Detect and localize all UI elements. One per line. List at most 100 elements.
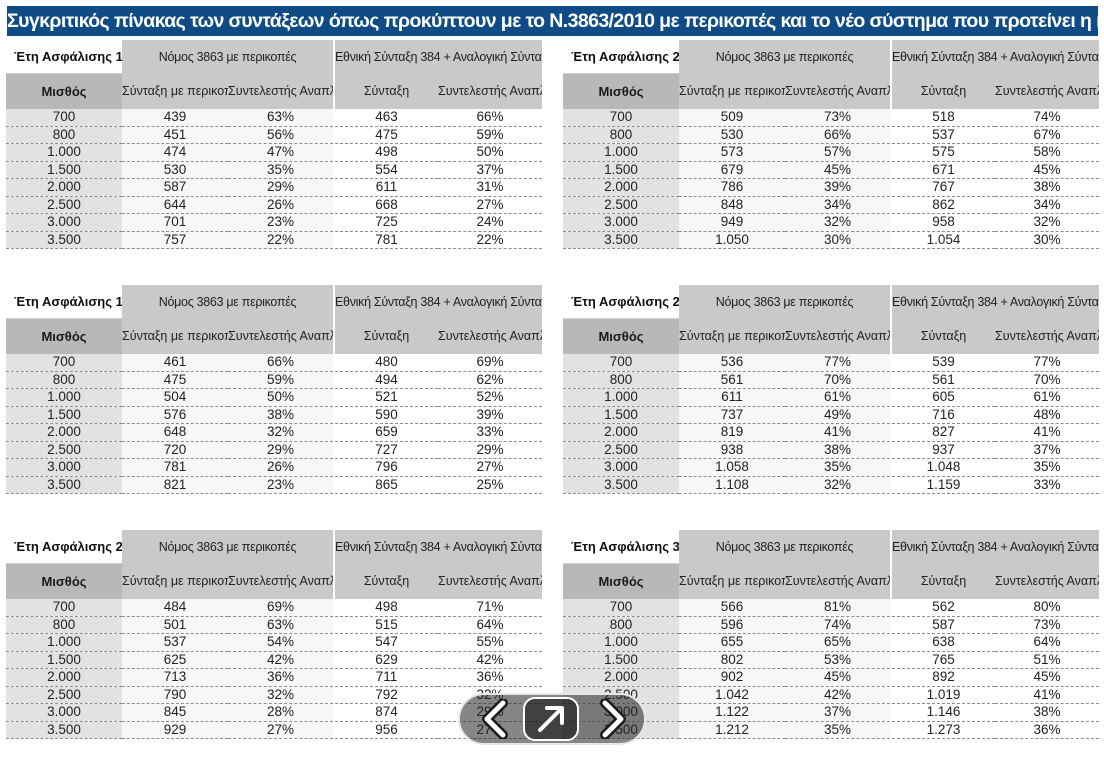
wage-cell: 3.500 xyxy=(6,721,122,739)
pension-cut-cell: 821 xyxy=(122,476,228,494)
pension-new-cell: 605 xyxy=(890,388,995,407)
pension-new-cell: 561 xyxy=(890,371,995,389)
rate-cut-cell: 73% xyxy=(785,109,891,127)
rate-cut-cell: 63% xyxy=(228,616,334,634)
wage-cell: 3.500 xyxy=(6,231,122,249)
pension-cut-cell: 655 xyxy=(679,633,785,652)
wage-cell: 800 xyxy=(563,616,679,634)
rate-cut-cell: 47% xyxy=(228,143,334,162)
pension-new-cell: 659 xyxy=(333,423,438,442)
rate-cut-cell: 45% xyxy=(785,668,891,687)
pension-new-cell: 1.054 xyxy=(890,231,995,249)
pension-cut-cell: 475 xyxy=(122,371,228,389)
pension-new-cell: 537 xyxy=(890,126,995,144)
previous-button[interactable] xyxy=(468,695,524,743)
pension-new-cell: 590 xyxy=(333,406,438,424)
rate-new-cell: 80% xyxy=(995,599,1099,617)
rate-cut-cell: 69% xyxy=(228,599,334,617)
wage-cell: 1.500 xyxy=(6,406,122,424)
rate-new-cell: 42% xyxy=(438,651,542,669)
wage-cell: 1.000 xyxy=(6,633,122,652)
table-row: 700 439 63% 463 66% xyxy=(6,109,542,127)
column-header-replacement-rate: Συντελεστής Αναπλήρωσης xyxy=(785,563,891,599)
column-header-pension: Σύνταξη xyxy=(890,563,995,599)
wage-cell: 800 xyxy=(563,126,679,144)
table-row: 800 561 70% 561 70% xyxy=(563,371,1099,389)
column-header-pension-cut: Σύνταξη με περικοπές xyxy=(679,318,785,354)
wage-cell: 2.000 xyxy=(6,668,122,687)
table-row: 3.500 757 22% 781 22% xyxy=(6,231,542,249)
expand-button[interactable] xyxy=(523,697,579,741)
pension-new-cell: 874 xyxy=(333,703,438,722)
pension-new-cell: 865 xyxy=(333,476,438,494)
group-header-law: Νόμος 3863 με περικοπές xyxy=(679,285,891,319)
pension-cut-cell: 509 xyxy=(679,109,785,127)
rate-cut-cell: 56% xyxy=(228,126,334,144)
column-header-replacement-rate: Συντελεστής Αναπλήρωσης xyxy=(438,563,542,599)
table-row: 2.500 720 29% 727 29% xyxy=(6,441,542,459)
table-row: 2.000 902 45% 892 45% xyxy=(563,668,1099,687)
pension-cut-cell: 701 xyxy=(122,213,228,232)
wage-cell: 1.000 xyxy=(6,143,122,162)
rate-new-cell: 69% xyxy=(438,354,542,372)
pension-new-cell: 518 xyxy=(890,109,995,127)
column-header-replacement-rate: Συντελεστής Αναπλήρωσης xyxy=(228,73,334,109)
pension-new-cell: 792 xyxy=(333,686,438,704)
wage-cell: 2.000 xyxy=(563,668,679,687)
pension-new-cell: 638 xyxy=(890,633,995,652)
pension-cut-cell: 757 xyxy=(122,231,228,249)
pension-cut-cell: 451 xyxy=(122,126,228,144)
rate-new-cell: 55% xyxy=(438,633,542,652)
column-header-pension: Σύνταξη xyxy=(333,563,438,599)
pension-cut-cell: 625 xyxy=(122,651,228,669)
wage-cell: 3.000 xyxy=(6,458,122,477)
pension-cut-cell: 566 xyxy=(679,599,785,617)
rate-new-cell: 71% xyxy=(438,599,542,617)
table-row: 3.500 821 23% 865 25% xyxy=(6,476,542,494)
chevron-right-icon xyxy=(600,699,626,739)
wage-cell: 2.500 xyxy=(6,686,122,704)
group-header-new: Εθνική Σύνταξη 384 + Αναλογική Σύνταξη (… xyxy=(333,530,542,564)
table-row: 800 501 63% 515 64% xyxy=(6,616,542,634)
pension-new-cell: 554 xyxy=(333,161,438,179)
rate-cut-cell: 27% xyxy=(228,721,334,739)
pension-new-cell: 796 xyxy=(333,458,438,477)
wage-cell: 700 xyxy=(6,109,122,127)
group-header-law: Νόμος 3863 με περικοπές xyxy=(122,285,334,319)
wage-cell: 2.000 xyxy=(563,423,679,442)
pension-new-cell: 1.019 xyxy=(890,686,995,704)
pension-cut-cell: 713 xyxy=(122,668,228,687)
wage-cell: 700 xyxy=(6,599,122,617)
pension-cut-cell: 561 xyxy=(679,371,785,389)
rate-new-cell: 64% xyxy=(995,633,1099,652)
pension-new-cell: 827 xyxy=(890,423,995,442)
pension-cut-cell: 1.212 xyxy=(679,721,785,739)
rate-new-cell: 36% xyxy=(995,721,1099,739)
wage-cell: 3.000 xyxy=(563,458,679,477)
rate-new-cell: 27% xyxy=(438,458,542,477)
group-header-new: Εθνική Σύνταξη 384 + Αναλογική Σύνταξη (… xyxy=(890,530,1099,564)
table-row: 1.000 611 61% 605 61% xyxy=(563,388,1099,407)
rate-cut-cell: 77% xyxy=(785,354,891,372)
column-header-replacement-rate: Συντελεστής Αναπλήρωσης xyxy=(995,73,1099,109)
rate-cut-cell: 59% xyxy=(228,371,334,389)
rate-new-cell: 41% xyxy=(995,423,1099,442)
rate-new-cell: 36% xyxy=(438,668,542,687)
rate-new-cell: 77% xyxy=(995,354,1099,372)
next-button[interactable] xyxy=(584,695,640,743)
rate-cut-cell: 35% xyxy=(785,721,891,739)
table-row: 2.500 848 34% 862 34% xyxy=(563,196,1099,214)
rate-new-cell: 74% xyxy=(995,109,1099,127)
rate-cut-cell: 54% xyxy=(228,633,334,652)
expand-arrow-icon xyxy=(538,706,564,732)
pension-new-cell: 539 xyxy=(890,354,995,372)
column-header-replacement-rate: Συντελεστής Αναπλήρωσης xyxy=(785,73,891,109)
pension-table-18-years: Έτη Ασφάλισης 18 Νόμος 3863 με περικοπές Ε… xyxy=(6,285,542,494)
pension-cut-cell: 802 xyxy=(679,651,785,669)
table-row: 800 475 59% 494 62% xyxy=(6,371,542,389)
rate-cut-cell: 23% xyxy=(228,213,334,232)
table-row: 1.500 625 42% 629 42% xyxy=(6,651,542,669)
wage-cell: 3.500 xyxy=(563,476,679,494)
table-row: 700 566 81% 562 80% xyxy=(563,599,1099,617)
column-header-replacement-rate: Συντελεστής Αναπλήρωσης xyxy=(785,318,891,354)
